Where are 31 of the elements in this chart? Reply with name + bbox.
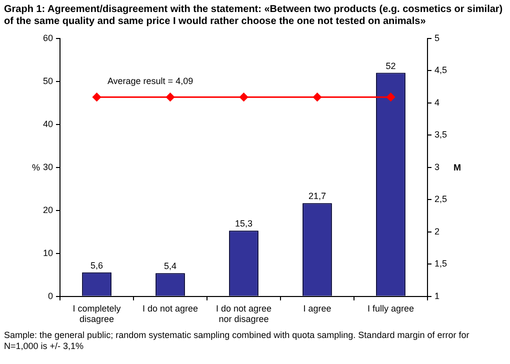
y2-tick-label: 4 <box>434 97 440 108</box>
y2-tick-label: 2 <box>434 226 440 236</box>
y-tick-label: 40 <box>42 118 54 129</box>
y-tick-label: 10 <box>42 248 54 258</box>
y-tick-label: 60 <box>42 32 54 43</box>
data-label: 21,7 <box>308 191 326 202</box>
x-tick-label: I completely disagree <box>72 303 122 324</box>
y2-tick-label: 1,5 <box>434 258 448 269</box>
y2-tick-label: 4,5 <box>434 65 448 76</box>
data-label: 52 <box>386 60 396 71</box>
y2-tick-label: 2,5 <box>434 194 448 204</box>
y-tick-label: 30 <box>42 162 54 172</box>
y2-tick-label: 3 <box>434 162 440 172</box>
y2-tick-label: 5 <box>434 32 440 43</box>
data-label: 15,3 <box>234 218 253 229</box>
data-label: 5,6 <box>90 260 104 270</box>
y2-tick-label: 3,5 <box>434 130 448 140</box>
y-tick-label: 0 <box>48 290 54 301</box>
y2-tick-label: 1 <box>434 290 440 301</box>
x-tick-label: I do not agree nor disagree <box>216 303 272 324</box>
chart-title: Graph 1: Agreement/disagreement with the statement: «Between two products (e.g. cosmetics or similar) of the same quality and same price I would rather choose the one not tested on animals» <box>4 4 504 28</box>
data-label: 5,4 <box>164 261 177 272</box>
y-tick-label: 50 <box>42 76 54 86</box>
annotation: Average result = 4,09 <box>107 76 194 86</box>
y2-axis-title: M <box>453 162 461 172</box>
y-tick-label: 20 <box>42 204 54 215</box>
text: Sample: the general public; random systematic sampling combined with quota sampling. Standard margin of error for N=1,000 is +/- 3,1% <box>4 330 470 352</box>
y-axis-title: % <box>32 162 40 172</box>
x-tick-label: I agree <box>303 303 332 314</box>
x-tick-label: I fully agree <box>367 303 414 314</box>
x-tick-label: I do not agree <box>142 303 198 314</box>
